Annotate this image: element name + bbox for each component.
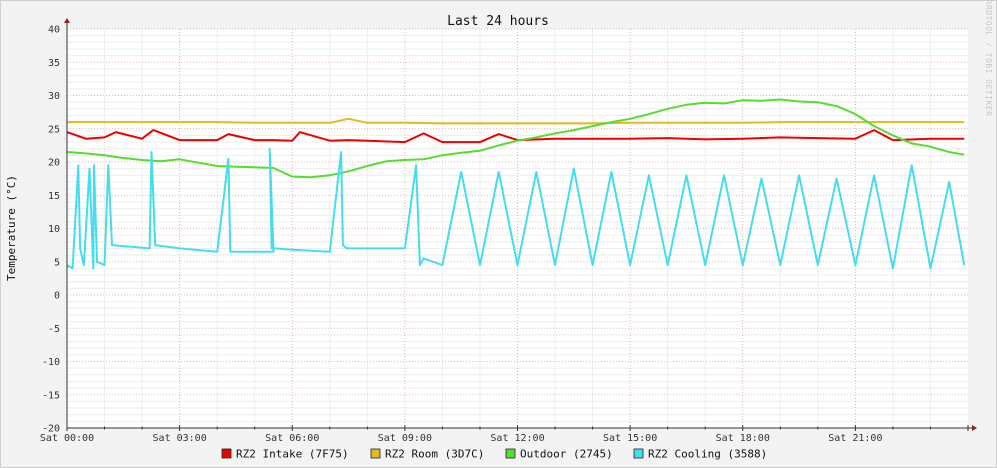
- x-tick-label: Sat 15:00: [603, 433, 657, 444]
- grid: [67, 28, 968, 428]
- y-tick-label: -5: [48, 324, 60, 335]
- series-lines: [66, 98, 966, 270]
- x-tick-label: Sat 18:00: [716, 433, 770, 444]
- y-tick-label: 10: [48, 224, 60, 235]
- y-tick-label: 30: [48, 91, 60, 102]
- y-tick-label: -15: [42, 390, 60, 401]
- series-line-0: [66, 129, 965, 144]
- legend-label-0: RZ2 Intake (7F75): [236, 448, 349, 461]
- legend-swatch-2: [505, 448, 516, 459]
- x-tick-label: Sat 00:00: [40, 433, 94, 444]
- watermark: RRDTOOL / TOBI OETIKER: [984, 0, 993, 116]
- legend-label-1: RZ2 Room (3D7C): [385, 448, 484, 461]
- y-axis-label: Temperature (°C): [5, 175, 18, 281]
- x-tick-label: Sat 12:00: [490, 433, 544, 444]
- legend-swatch-0: [221, 448, 232, 459]
- y-tick-label: -10: [42, 357, 60, 368]
- y-tick-label: -20: [42, 424, 60, 435]
- chart-title: Last 24 hours: [447, 14, 549, 29]
- series-line-3: [66, 147, 966, 270]
- x-axis-arrow: [972, 425, 977, 431]
- y-tick-label: 20: [48, 158, 60, 169]
- y-axis-arrow: [64, 18, 70, 23]
- y-tick-label: 15: [48, 191, 60, 202]
- x-tick-label: Sat 21:00: [828, 433, 882, 444]
- legend-label-3: RZ2 Cooling (3588): [648, 448, 767, 461]
- y-tick-label: 25: [48, 124, 60, 135]
- y-tick-label: 35: [48, 58, 60, 69]
- x-tick-label: Sat 03:00: [153, 433, 207, 444]
- axes: [64, 18, 977, 431]
- x-tick-label: Sat 09:00: [378, 433, 432, 444]
- legend-swatch-1: [370, 448, 381, 459]
- legend: RZ2 Intake (7F75) RZ2 Room (3D7C) Outdoor …: [221, 448, 767, 461]
- y-tick-label: 5: [54, 257, 60, 268]
- legend-label-2: Outdoor (2745): [520, 448, 613, 461]
- legend-swatch-3: [633, 448, 644, 459]
- y-tick-label: 0: [54, 291, 60, 302]
- x-tick-label: Sat 06:00: [265, 433, 319, 444]
- y-tick-label: 40: [48, 25, 60, 36]
- series-line-1: [67, 117, 965, 125]
- series-line-2: [66, 98, 965, 179]
